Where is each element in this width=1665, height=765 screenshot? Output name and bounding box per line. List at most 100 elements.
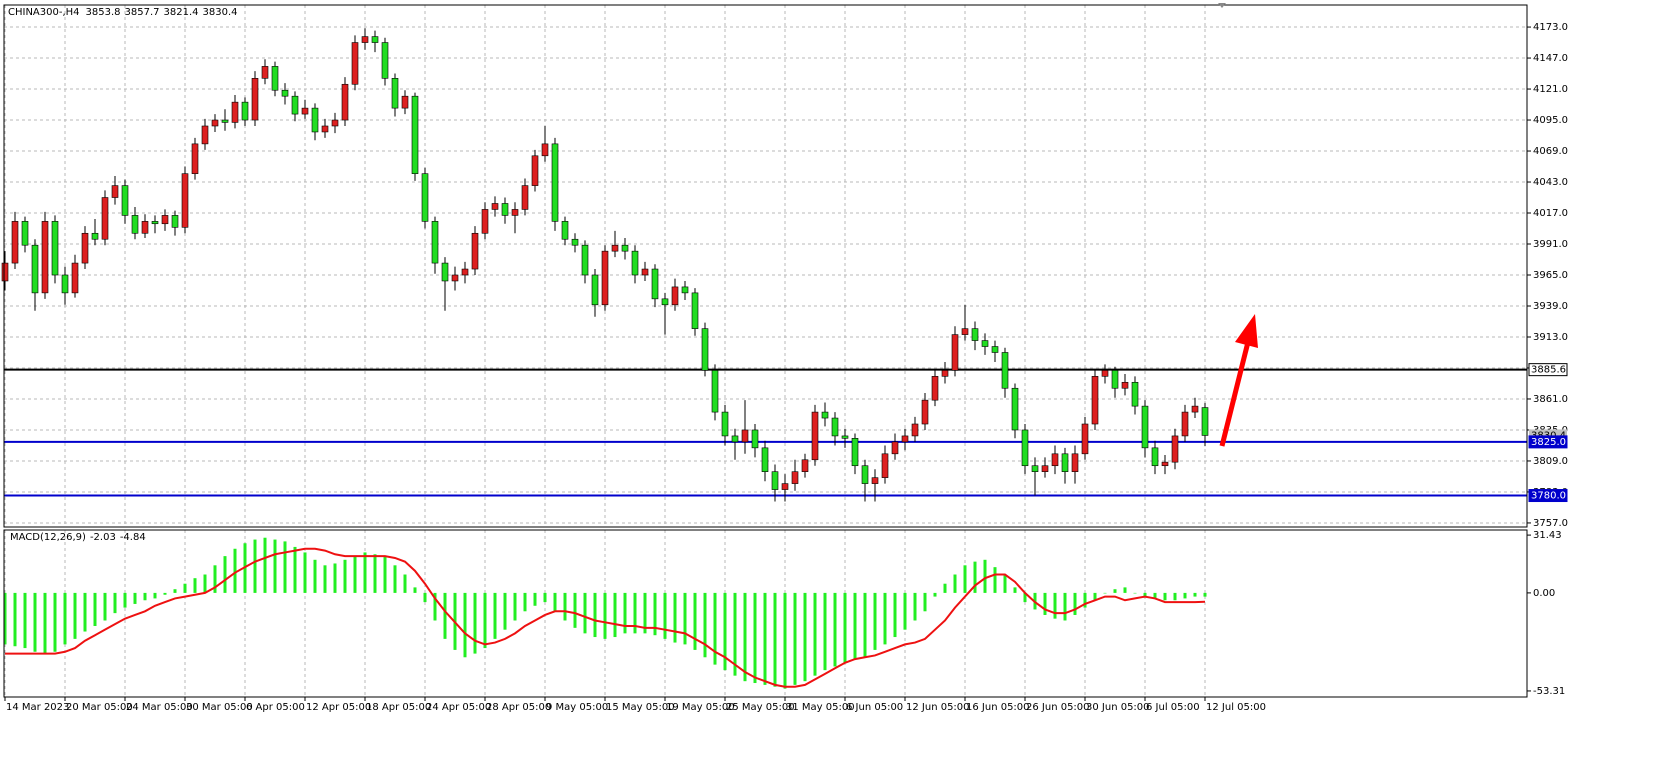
candle-body bbox=[611, 244, 619, 252]
macd-title: MACD(12,26,9) bbox=[10, 532, 86, 543]
macd-bar bbox=[1133, 592, 1137, 594]
candle-body bbox=[751, 429, 759, 449]
level-label: 3825.0 bbox=[1531, 437, 1566, 448]
macd-bar bbox=[513, 592, 517, 621]
candle-body bbox=[891, 441, 899, 455]
macd-bar bbox=[23, 592, 27, 649]
candle-body bbox=[351, 42, 359, 85]
candle-body bbox=[331, 119, 339, 127]
macd-bar bbox=[93, 592, 97, 627]
candle-body bbox=[231, 101, 239, 123]
candle-body bbox=[441, 262, 449, 282]
macd-bar bbox=[583, 592, 587, 634]
candle-body bbox=[1101, 370, 1109, 377]
macd-bar bbox=[863, 592, 867, 658]
candle-body bbox=[211, 119, 219, 127]
candle-body bbox=[11, 221, 19, 264]
macd-bar bbox=[303, 552, 307, 593]
candle-body bbox=[761, 447, 769, 472]
macd-bar bbox=[213, 565, 217, 593]
x-tick-label: 20 Mar 05:00 bbox=[66, 702, 133, 713]
macd-bar bbox=[293, 546, 297, 593]
macd-header: MACD(12,26,9) -2.03 -4.84 bbox=[10, 532, 146, 543]
price-panel-frame bbox=[3, 4, 1528, 528]
candle-body bbox=[121, 185, 129, 216]
macd-bar bbox=[673, 592, 677, 643]
candle-body bbox=[871, 477, 879, 484]
signal-value: -4.84 bbox=[120, 532, 146, 543]
macd-bar bbox=[573, 592, 577, 628]
macd-bar bbox=[313, 559, 317, 593]
macd-bar bbox=[1203, 592, 1207, 597]
candle-body bbox=[1111, 370, 1119, 389]
macd-bar bbox=[63, 592, 67, 645]
candle-body bbox=[1141, 405, 1149, 449]
macd-bar bbox=[373, 554, 377, 593]
macd-bar bbox=[123, 592, 127, 608]
y-tick-label: 4121.0 bbox=[1533, 84, 1568, 95]
macd-bar bbox=[1143, 592, 1147, 597]
macd-bar bbox=[103, 592, 107, 621]
low-value: 3821.4 bbox=[164, 7, 199, 18]
candle-body bbox=[431, 221, 439, 264]
candle-body bbox=[901, 435, 909, 443]
symbol: CHINA300-,H4 bbox=[8, 7, 80, 18]
candle-body bbox=[391, 78, 399, 109]
candle-body bbox=[731, 435, 739, 443]
macd-bar bbox=[803, 592, 807, 682]
macd-bar bbox=[193, 578, 197, 593]
x-tick-label: 24 Apr 05:00 bbox=[426, 702, 491, 713]
macd-bar bbox=[1043, 592, 1047, 615]
candle-body bbox=[981, 340, 989, 347]
macd-bar bbox=[983, 559, 987, 593]
candle-body bbox=[831, 417, 839, 437]
macd-tick-label: -53.31 bbox=[1533, 686, 1565, 697]
level-label: 3885.6 bbox=[1531, 365, 1566, 376]
macd-bar bbox=[1073, 592, 1077, 615]
candle-body bbox=[791, 471, 799, 484]
x-tick-label: 15 May 05:00 bbox=[606, 702, 675, 713]
macd-bar bbox=[3, 592, 7, 645]
macd-bar bbox=[493, 592, 497, 639]
candle-body bbox=[1001, 352, 1009, 389]
macd-bar bbox=[613, 592, 617, 638]
candle-body bbox=[51, 221, 59, 276]
candle-body bbox=[801, 459, 809, 472]
candle-body bbox=[71, 262, 79, 294]
candle-body bbox=[141, 221, 149, 234]
y-tick-label: 3991.0 bbox=[1533, 239, 1568, 250]
macd-bar bbox=[463, 592, 467, 658]
macd-bar bbox=[633, 592, 637, 634]
candle-body bbox=[1171, 435, 1179, 463]
macd-tick-label: 31.43 bbox=[1533, 530, 1562, 541]
macd-bar bbox=[553, 592, 557, 612]
macd-bar bbox=[1003, 574, 1007, 593]
macd-bar bbox=[993, 567, 997, 593]
x-tick-label: 30 Jun 05:00 bbox=[1086, 702, 1150, 713]
chart-header: CHINA300-,H4 3853.8 3857.7 3821.4 3830.4 bbox=[8, 7, 238, 18]
candle-body bbox=[931, 376, 939, 401]
macd-bar bbox=[233, 548, 237, 593]
macd-bar bbox=[533, 592, 537, 606]
candle-body bbox=[281, 89, 289, 97]
macd-bar bbox=[663, 592, 667, 639]
candle-body bbox=[581, 244, 589, 276]
x-tick-label: 9 May 05:00 bbox=[546, 702, 608, 713]
candle-body bbox=[61, 274, 69, 294]
level-label-box bbox=[1528, 363, 1568, 377]
candle-body bbox=[601, 250, 609, 306]
macd-bar bbox=[743, 592, 747, 682]
candle-body bbox=[921, 399, 929, 425]
candle-body bbox=[1031, 465, 1039, 472]
candle-body bbox=[41, 221, 49, 294]
macd-bar bbox=[33, 592, 37, 652]
macd-bar bbox=[973, 561, 977, 593]
y-tick-label: 4147.0 bbox=[1533, 53, 1568, 64]
candle-body bbox=[221, 119, 229, 123]
macd-bar bbox=[703, 592, 707, 658]
candle-body bbox=[171, 215, 179, 228]
candle-body bbox=[991, 346, 999, 353]
